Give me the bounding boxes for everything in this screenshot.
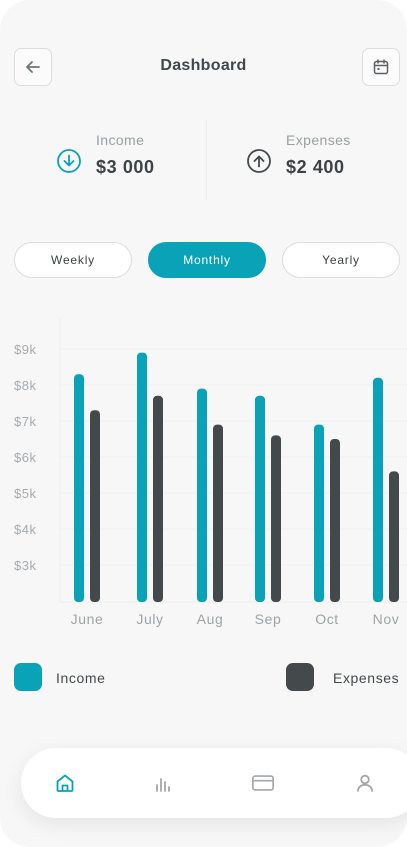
x-tick-label: Nov xyxy=(373,611,400,627)
income-value: $3 000 xyxy=(96,157,155,177)
home-icon xyxy=(56,774,74,792)
chart-legend: Income Expenses xyxy=(0,663,407,693)
expenses-bar-sep[interactable] xyxy=(271,435,281,602)
legend-expenses-label: Expenses xyxy=(333,670,400,686)
x-tick-label: June xyxy=(71,611,104,627)
income-summary: Income $3 000 xyxy=(56,132,155,178)
credit-card-icon xyxy=(252,775,274,791)
nav-home[interactable] xyxy=(53,771,77,795)
x-tick-label: Aug xyxy=(197,611,224,627)
x-tick-label: July xyxy=(136,611,163,627)
x-tick-label: Sep xyxy=(255,611,282,627)
y-tick-label: $7k xyxy=(14,414,36,429)
back-button[interactable] xyxy=(14,48,52,86)
income-bar-aug[interactable] xyxy=(197,388,207,602)
income-bar-july[interactable] xyxy=(137,352,147,602)
tab-weekly[interactable]: Weekly xyxy=(14,242,132,278)
calendar-button[interactable] xyxy=(362,48,400,86)
nav-stats[interactable] xyxy=(151,771,175,795)
arrow-left-icon xyxy=(26,61,40,73)
expenses-summary: Expenses $2 400 xyxy=(246,132,351,178)
y-tick-label: $4k xyxy=(14,522,36,537)
legend-expenses-swatch xyxy=(286,663,314,691)
expenses-bar-nov[interactable] xyxy=(389,471,399,602)
x-tick-label: Oct xyxy=(315,611,339,627)
user-icon xyxy=(357,774,373,792)
income-expenses-chart: $3k $4k $5k $6k $7k $8k $9k June July Aug Sep Oct No… xyxy=(14,318,407,627)
arrow-down-circle-icon xyxy=(57,149,81,173)
legend-income-label: Income xyxy=(56,670,106,686)
expenses-bar-oct[interactable] xyxy=(330,439,340,602)
tab-monthly[interactable]: Monthly xyxy=(148,242,266,278)
bar-chart-icon xyxy=(156,778,170,792)
expenses-value: $2 400 xyxy=(286,157,345,177)
y-tick-label: $9k xyxy=(14,342,36,357)
bottom-nav xyxy=(21,748,407,818)
nav-cards[interactable] xyxy=(251,771,275,795)
summary-divider xyxy=(206,120,207,200)
legend-income-swatch xyxy=(14,663,42,691)
expenses-bar-aug[interactable] xyxy=(213,424,223,602)
page-title: Dashboard xyxy=(160,57,247,74)
y-tick-label: $5k xyxy=(14,486,36,501)
tab-yearly[interactable]: Yearly xyxy=(282,242,400,278)
arrow-up-circle-icon xyxy=(247,149,271,173)
y-tick-label: $8k xyxy=(14,378,36,393)
income-label: Income xyxy=(96,132,145,148)
income-bar-sep[interactable] xyxy=(255,395,265,602)
income-bar-nov[interactable] xyxy=(373,377,383,602)
income-bar-june[interactable] xyxy=(74,374,84,602)
expenses-label: Expenses xyxy=(286,132,351,148)
calendar-icon xyxy=(373,59,389,75)
y-tick-label: $3k xyxy=(14,558,36,573)
nav-profile[interactable] xyxy=(353,771,377,795)
expenses-bar-june[interactable] xyxy=(90,410,100,602)
income-bar-oct[interactable] xyxy=(314,424,324,602)
expenses-bar-july[interactable] xyxy=(153,395,163,602)
y-tick-label: $6k xyxy=(14,450,36,465)
